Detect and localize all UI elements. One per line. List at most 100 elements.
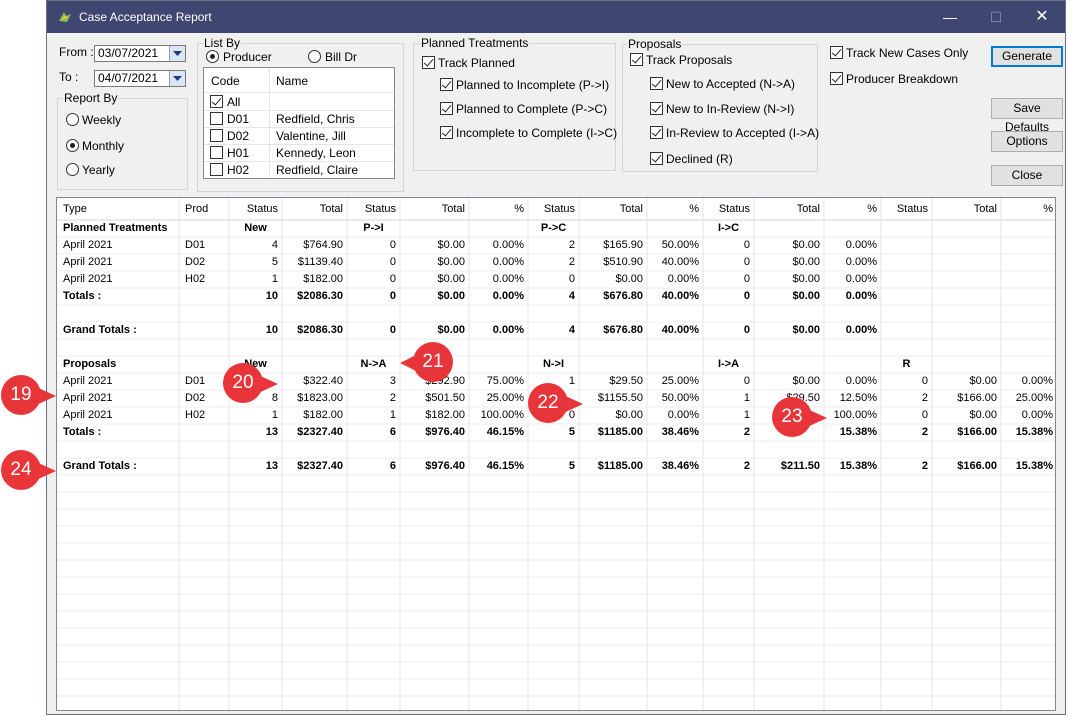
table-cell [1001, 288, 1055, 305]
track-proposals-checkbox[interactable] [630, 53, 643, 66]
column-header-total[interactable]: Total [441, 203, 465, 215]
producer-radio[interactable] [206, 50, 219, 63]
list-item[interactable]: H01 Kennedy, Leon [204, 144, 394, 162]
column-header-total[interactable]: Total [319, 203, 343, 215]
table-cell: 25.00% [1015, 392, 1053, 404]
table-cell [703, 305, 754, 322]
table-cell [881, 441, 932, 458]
table-cell [347, 339, 400, 356]
column-header-status[interactable]: Status [718, 203, 750, 215]
planned-option-checkbox[interactable] [440, 126, 453, 139]
table-cell [1001, 271, 1055, 288]
track-new-cases-checkbox[interactable] [830, 46, 843, 59]
table-cell: P->I [363, 222, 384, 234]
column-header-prod[interactable]: Prod [185, 203, 209, 215]
chevron-down-icon[interactable] [169, 71, 185, 86]
table-cell: D02 [185, 392, 206, 404]
report-grid[interactable]: Type Prod Status Total Status Total% Status Tot… [56, 197, 1056, 711]
column-header-total[interactable]: Total [973, 203, 997, 215]
to-date-picker[interactable]: 04/07/2021 [94, 70, 186, 87]
table-cell: 0 [743, 273, 750, 285]
proposal-option-checkbox[interactable] [650, 152, 663, 165]
list-item[interactable]: D01 Redfield, Chris [204, 110, 394, 128]
list-item-checkbox[interactable] [210, 112, 223, 125]
list-item-checkbox[interactable] [210, 95, 223, 108]
table-cell: 0.00% [667, 273, 699, 285]
proposal-option-checkbox[interactable] [650, 126, 663, 139]
chevron-down-icon[interactable] [169, 46, 185, 61]
column-header-status[interactable]: Status [364, 203, 396, 215]
table-cell [1001, 220, 1055, 237]
table-cell: $0.00 [437, 239, 465, 251]
close-button[interactable]: Close [991, 165, 1063, 186]
table-cell [400, 305, 469, 322]
table-cell: 0 [389, 239, 396, 251]
proposals-group [622, 44, 818, 172]
table-cell [881, 305, 932, 322]
table-cell [528, 305, 579, 322]
callout-number: 23 [781, 406, 803, 427]
column-header-[interactable]: % [514, 203, 524, 215]
save-defaults-button[interactable]: Save Defaults [991, 98, 1063, 134]
table-cell [932, 237, 1001, 254]
table-cell: $2327.40 [297, 426, 343, 438]
generate-button[interactable]: Generate [991, 46, 1063, 67]
list-item-checkbox[interactable] [210, 146, 223, 159]
list-item[interactable]: H02 Redfield, Claire [204, 161, 394, 178]
minimize-button[interactable]: — [943, 9, 957, 25]
table-cell: 0 [743, 375, 750, 387]
list-item[interactable]: D02 Valentine, Jill [204, 127, 394, 145]
report-by-title: Report By [63, 91, 119, 105]
list-item-checkbox[interactable] [210, 129, 223, 142]
table-cell [347, 305, 400, 322]
yearly-radio[interactable] [66, 163, 79, 176]
table-cell: $1185.00 [597, 460, 643, 472]
table-cell: $322.40 [303, 375, 343, 387]
proposal-option-checkbox[interactable] [650, 102, 663, 115]
table-cell [754, 220, 824, 237]
table-cell: 0.00% [845, 273, 877, 285]
column-header-total[interactable]: Total [796, 203, 820, 215]
column-header-total[interactable]: Total [619, 203, 643, 215]
planned-option-label: Planned to Incomplete (P->I) [456, 78, 610, 92]
table-cell: 0 [568, 409, 575, 421]
table-cell: April 2021 [63, 239, 113, 251]
table-cell: N->A [360, 358, 387, 370]
maximize-button[interactable]: ☐ [989, 9, 1003, 25]
column-header-[interactable]: % [1043, 203, 1053, 215]
table-cell [1001, 322, 1055, 339]
bill-dr-radio[interactable] [308, 50, 321, 63]
from-date-picker[interactable]: 03/07/2021 [94, 45, 186, 62]
list-item-checkbox[interactable] [210, 163, 223, 176]
table-cell: $1139.40 [297, 256, 343, 268]
from-label: From : [59, 45, 94, 59]
table-cell [932, 441, 1001, 458]
table-cell: I->C [717, 222, 740, 234]
column-header-[interactable]: % [689, 203, 699, 215]
planned-option-checkbox[interactable] [440, 102, 453, 115]
column-header-status[interactable]: Status [246, 203, 278, 215]
table-cell: $0.00 [437, 256, 465, 268]
options-button[interactable]: Options [991, 131, 1063, 152]
track-planned-checkbox[interactable] [422, 56, 435, 69]
planned-option-checkbox[interactable] [440, 78, 453, 91]
column-header-[interactable]: % [867, 203, 877, 215]
table-cell: $0.00 [792, 273, 820, 285]
proposal-option-checkbox[interactable] [650, 77, 663, 90]
table-cell: 15.38% [1015, 426, 1053, 438]
table-cell [282, 339, 347, 356]
weekly-radio[interactable] [66, 113, 79, 126]
close-window-button[interactable]: ✕ [1035, 8, 1049, 25]
list-item-name: Redfield, Claire [276, 163, 359, 177]
column-header-type[interactable]: Type [63, 203, 87, 215]
producer-breakdown-checkbox[interactable] [830, 72, 843, 85]
monthly-radio[interactable] [66, 139, 79, 152]
table-cell: Planned Treatments [63, 222, 168, 234]
producer-list[interactable]: Code Name All D01 Redfield, Chris D02 Valent… [203, 67, 395, 179]
table-cell: 0.00% [492, 290, 524, 302]
title-bar[interactable]: Case Acceptance Report — ☐ ✕ [47, 1, 1065, 33]
column-header-status[interactable]: Status [896, 203, 928, 215]
list-item[interactable]: All [204, 93, 394, 111]
table-cell [881, 254, 932, 271]
column-header-status[interactable]: Status [543, 203, 575, 215]
